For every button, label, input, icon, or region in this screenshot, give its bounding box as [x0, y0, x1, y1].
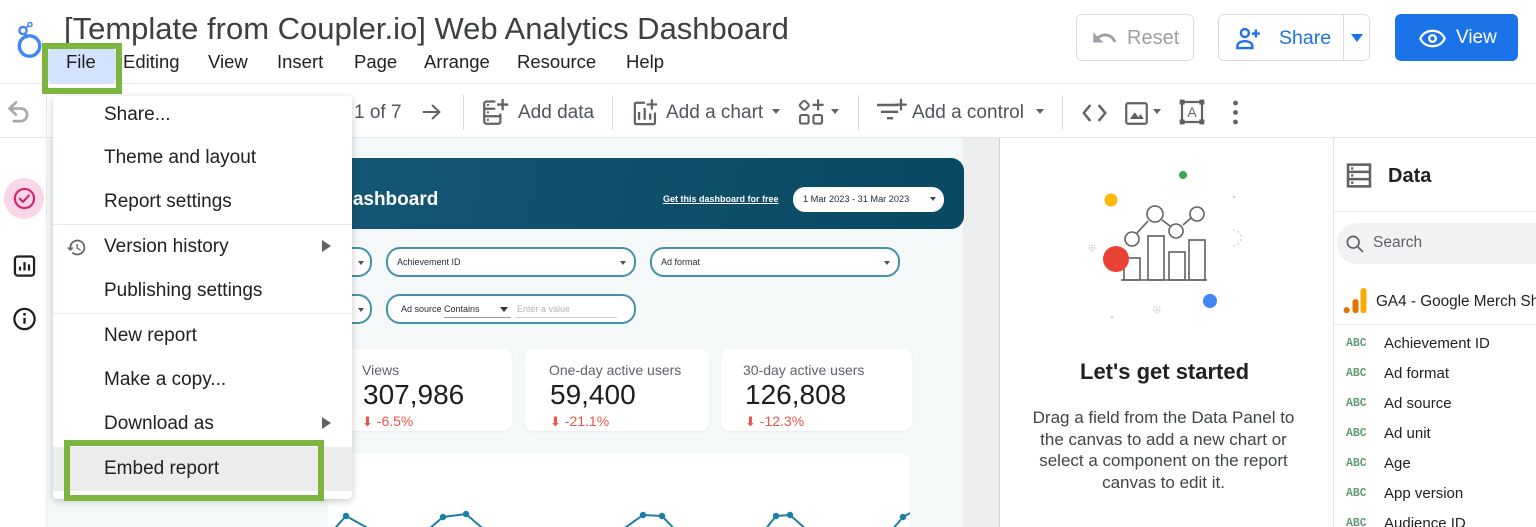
svg-text:A: A [1187, 104, 1197, 120]
